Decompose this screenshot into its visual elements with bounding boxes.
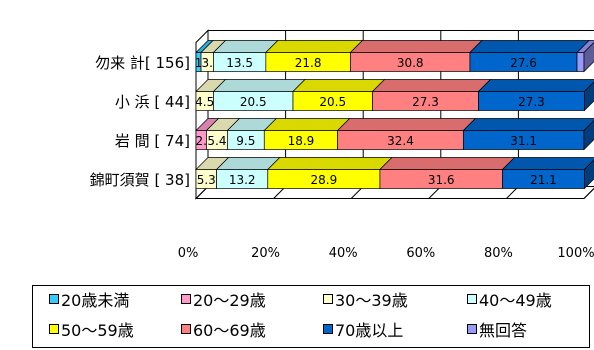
data-label: 5.3 [197,173,216,187]
bar-top [477,79,594,92]
legend-swatch [467,294,477,304]
bars [195,40,594,190]
legend-label: 30〜39歳 [335,291,408,310]
category-label: 錦町須賀 [ 38] [90,171,190,189]
data-label: 9.5 [236,134,255,148]
legend: 20歳未満 20〜29歳 30〜39歳 40〜49歳 50〜59歳 60〜69歳 70歳以上… [32,285,590,348]
legend-item: 40〜49歳 [467,292,552,310]
bar-top [263,118,351,131]
bar-end [584,81,594,112]
bar-top [292,79,386,92]
bar-top [371,79,492,92]
legend-swatch [181,294,191,304]
legend-item: 20歳未満 [49,292,129,310]
legend-item: 無回答 [467,322,527,340]
legend-item: 70歳以上 [323,322,403,340]
data-label: 2. [196,134,207,148]
data-label: 4.5 [195,95,214,109]
data-label: 13.5 [226,56,253,70]
data-labels: 1 3. 13.5 21.8 30.8 27.6 4.5 20.5 20.5 27.3 27.3 2.… [195,56,557,187]
legend-item: 60〜69歳 [181,322,266,340]
bar-top [349,40,483,53]
data-label: 21.8 [295,56,322,70]
data-label: 31.6 [428,173,455,187]
category-labels: 勿来 計[ 156] 小 浜 [ 44] 岩 間 [ 74] 錦町須賀 [ 38] [90,54,190,189]
x-tick-label: 20% [251,246,280,261]
data-label: 5.4 [207,134,226,148]
data-label: 13.2 [229,173,256,187]
data-label: 18.9 [288,134,315,148]
legend-item: 50〜59歳 [49,322,134,340]
data-label: 28.9 [310,173,337,187]
legend-swatch [181,324,191,334]
chart: 1 3. 13.5 21.8 30.8 27.6 4.5 20.5 20.5 27.3 27.3 2.… [90,29,594,261]
category-label: 小 浜 [ 44] [115,93,190,111]
bar-top [266,157,393,170]
x-tick-label: 100% [557,246,594,261]
bar-top [501,157,594,170]
x-tick-label: 40% [329,246,358,261]
legend-label: 40〜49歳 [479,291,552,310]
legend-swatch [323,324,333,334]
legend-swatch [49,324,59,334]
legend-label: 20〜29歳 [193,291,266,310]
bar-end [583,120,594,151]
data-label: 3. [202,56,213,70]
data-label: 27.6 [510,56,537,70]
data-label: 20.5 [240,95,267,109]
data-label: 27.3 [518,95,545,109]
data-label: 21.1 [530,173,557,187]
gridline-floor [583,187,594,199]
data-label: 30.8 [397,56,424,70]
bar-top [379,157,516,170]
legend-label: 20歳未満 [61,291,130,310]
legend-swatch [467,324,477,334]
data-label: 32.4 [387,134,414,148]
legend-label: 50〜59歳 [61,321,134,340]
legend-swatch [49,294,59,304]
category-label: 岩 間 [ 74] [115,132,190,150]
category-label: 勿来 計[ 156] [95,54,190,72]
bar-end [583,42,594,73]
data-label: 27.3 [412,95,439,109]
legend-swatch [323,294,333,304]
bar-segment [576,52,585,72]
legend-label: 70歳以上 [335,321,404,340]
data-label: 31.1 [510,134,537,148]
legend-item: 30〜39歳 [323,292,408,310]
x-tick-label: 60% [406,246,435,261]
bar-top [462,118,594,131]
bar-end [584,159,594,190]
x-tick-labels: 0% 20% 40% 60% 80% 100% [178,246,594,261]
data-label: 20.5 [319,95,346,109]
data-label: 1 [195,56,203,70]
bar-top [469,40,590,53]
bar-top [264,40,364,53]
bar-top [336,118,477,131]
legend-label: 60〜69歳 [193,321,266,340]
x-tick-label: 80% [484,246,513,261]
legend-label: 無回答 [479,321,528,340]
legend-item: 20〜29歳 [181,292,266,310]
x-tick-label: 0% [178,246,199,261]
bar-top [212,79,306,92]
